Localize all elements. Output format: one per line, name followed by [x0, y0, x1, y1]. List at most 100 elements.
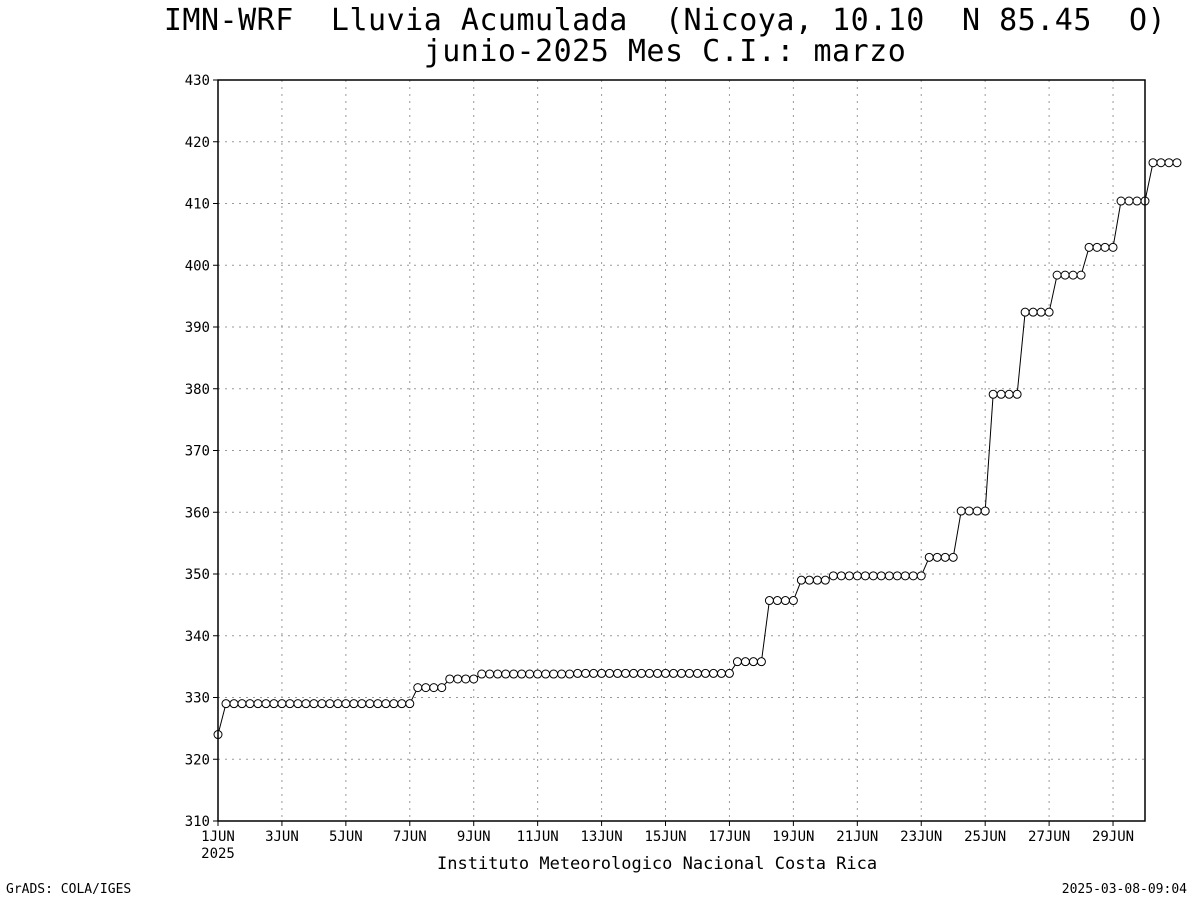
data-point [820, 575, 830, 585]
x-year-label: 2025 [201, 846, 235, 862]
data-point [1020, 307, 1030, 317]
x-tick-label: 11JUN [517, 829, 559, 845]
data-point [333, 699, 343, 709]
data-point [700, 668, 710, 678]
data-point [788, 596, 798, 606]
institute-label: Instituto Meteorologico Nacional Costa R… [437, 854, 878, 874]
data-point [589, 668, 599, 678]
data-point [605, 668, 615, 678]
timestamp: 2025-03-08-09:04 [1061, 882, 1187, 897]
data-point [317, 699, 327, 709]
data-point [900, 571, 910, 581]
data-point [940, 552, 950, 562]
data-point [780, 596, 790, 606]
data-point [836, 571, 846, 581]
data-point [309, 699, 319, 709]
data-point [629, 668, 639, 678]
data-point [1060, 270, 1070, 280]
data-point [221, 699, 231, 709]
data-point [373, 699, 383, 709]
data-point [716, 668, 726, 678]
x-tick-label: 13JUN [581, 829, 623, 845]
data-point [365, 699, 375, 709]
data-point [1116, 196, 1126, 206]
data-point [724, 668, 734, 678]
data-point [708, 668, 718, 678]
data-point [501, 669, 511, 679]
data-point [1004, 389, 1014, 399]
x-tick-label: 19JUN [772, 829, 814, 845]
data-point [597, 668, 607, 678]
data-point [732, 657, 742, 667]
data-point [1036, 307, 1046, 317]
data-point [621, 668, 631, 678]
data-point [1124, 196, 1134, 206]
data-point [1156, 158, 1166, 168]
data-point [956, 506, 966, 516]
data-point [237, 699, 247, 709]
data-point [581, 668, 591, 678]
data-point [1012, 389, 1022, 399]
data-point [493, 669, 503, 679]
data-point [421, 683, 431, 693]
data-point [1052, 270, 1062, 280]
data-point [541, 669, 551, 679]
y-tick-label: 310 [185, 814, 210, 830]
data-point [1084, 242, 1094, 252]
data-point [677, 668, 686, 678]
data-point [1164, 158, 1174, 168]
y-tick-label: 320 [185, 752, 210, 768]
x-tick-label: 27JUN [1028, 829, 1070, 845]
data-point [485, 669, 495, 679]
data-point [549, 669, 559, 679]
y-tick-label: 410 [185, 197, 210, 213]
y-tick-label: 340 [185, 629, 210, 645]
y-tick-label: 350 [185, 567, 210, 583]
x-tick-label: 29JUN [1092, 829, 1134, 845]
data-point [876, 571, 886, 581]
data-point [381, 699, 391, 709]
data-point [229, 699, 239, 709]
x-tick-label: 9JUN [457, 829, 491, 845]
chart-title-line-2: junio-2025 Mes C.I.: marzo [423, 34, 907, 69]
data-point [1068, 270, 1078, 280]
data-point [341, 699, 351, 709]
x-tick-label: 3JUN [265, 829, 299, 845]
series-polyline [217, 162, 1177, 735]
data-point [892, 571, 902, 581]
y-tick-label: 370 [185, 444, 210, 460]
x-axis: 1JUN 3JUN 5JUN 7JUN 9JUN 11JUN 13JUN 15JUN 17JUN… [201, 821, 1134, 862]
data-point [253, 699, 263, 709]
series-points [213, 158, 1182, 740]
data-point [812, 575, 822, 585]
data-point [469, 674, 479, 684]
y-tick-label: 330 [185, 691, 210, 707]
y-tick-label: 400 [185, 258, 210, 274]
data-point [397, 699, 407, 709]
y-tick-label: 360 [185, 505, 210, 521]
x-tick-label: 21JUN [836, 829, 878, 845]
chart-title-line-1: IMN-WRF Lluvia Acumulada (Nicoya, 10.10 … [163, 3, 1167, 38]
data-point [1028, 307, 1038, 317]
data-point [988, 389, 998, 399]
data-point [748, 657, 758, 667]
data-point [565, 669, 575, 679]
data-point [437, 683, 447, 693]
x-tick-label: 5JUN [329, 829, 363, 845]
data-point [1132, 196, 1142, 206]
data-point [533, 669, 543, 679]
data-point [1108, 242, 1118, 252]
series-line [217, 162, 1177, 735]
data-point [796, 575, 806, 585]
data-point [357, 699, 367, 709]
data-point [557, 669, 567, 679]
data-point [972, 506, 982, 516]
x-tick-label: 15JUN [644, 829, 686, 845]
y-axis: 310 320 330 340 350 360 370 380 390 400 410 420 430 [185, 73, 218, 830]
x-tick-label: 7JUN [393, 829, 427, 845]
y-tick-label: 380 [185, 382, 210, 398]
data-point [477, 669, 487, 679]
data-point [1044, 307, 1054, 317]
data-point [445, 674, 455, 684]
data-point [461, 674, 471, 684]
